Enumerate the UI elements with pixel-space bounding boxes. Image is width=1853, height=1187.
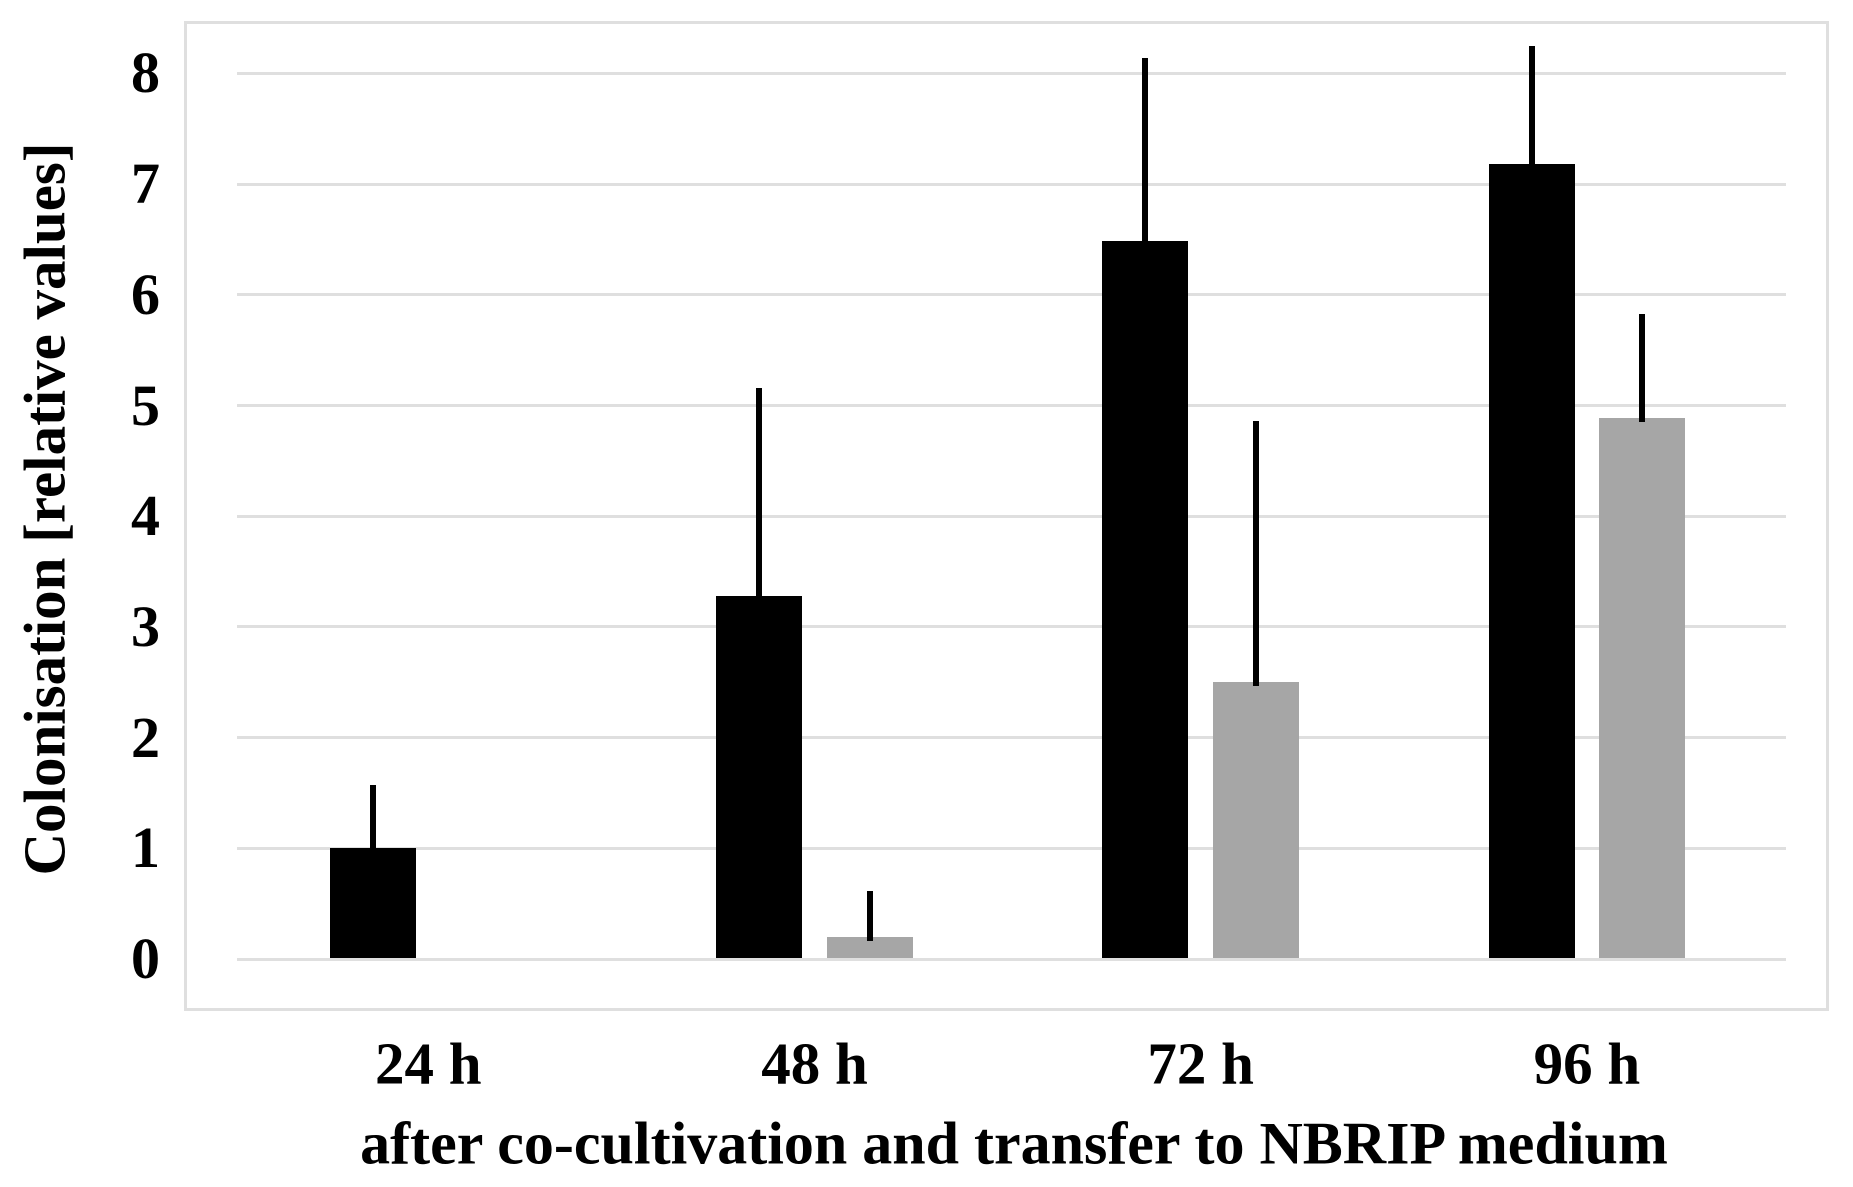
bar-96h-grey [1599, 417, 1686, 958]
error-bar-96h-grey [1639, 313, 1646, 422]
bar-72h-grey [1213, 682, 1299, 958]
y-tick-label-0: 0 [131, 926, 160, 991]
gridline-y-2 [237, 736, 1786, 740]
bar-48h-black [716, 595, 803, 958]
y-tick-label-3: 3 [131, 593, 160, 659]
error-bar-48h-black [756, 387, 763, 600]
gridline-y-4 [237, 514, 1786, 518]
x-axis-title: after co-cultivation and transfer to NBR… [360, 1110, 1668, 1177]
x-tick-label-72h: 72 h [1147, 1030, 1254, 1097]
x-tick-label-48h: 48 h [761, 1030, 868, 1097]
error-bar-72h-grey [1253, 420, 1259, 687]
gridline-y-0 [237, 957, 1786, 961]
bar-48h-grey [826, 936, 913, 958]
gridline-y-5 [237, 404, 1786, 407]
error-bar-96h-black [1528, 45, 1535, 169]
error-bar-72h-black [1142, 57, 1149, 245]
x-tick-label-24h: 24 h [375, 1030, 482, 1097]
y-tick-label-7: 7 [131, 151, 160, 217]
y-tick-label-5: 5 [131, 372, 160, 438]
y-tick-label-4: 4 [131, 483, 160, 549]
gridline-y-7 [237, 182, 1786, 186]
x-tick-label-96h: 96 h [1533, 1030, 1641, 1097]
error-bar-48h-grey [866, 891, 873, 941]
y-tick-label-8: 8 [131, 40, 160, 106]
y-tick-label-1: 1 [131, 815, 160, 881]
y-tick-label-6: 6 [131, 261, 160, 327]
bar-96h-black [1488, 164, 1575, 958]
error-bar-24h-black [370, 785, 376, 853]
gridline-y-6 [237, 293, 1786, 297]
gridline-y-8 [237, 71, 1786, 75]
gridline-y-1 [237, 846, 1786, 850]
y-tick-label-2: 2 [131, 704, 160, 770]
bar-24h-black [330, 848, 416, 958]
bar-72h-black [1102, 240, 1189, 958]
gridline-y-3 [237, 625, 1786, 629]
